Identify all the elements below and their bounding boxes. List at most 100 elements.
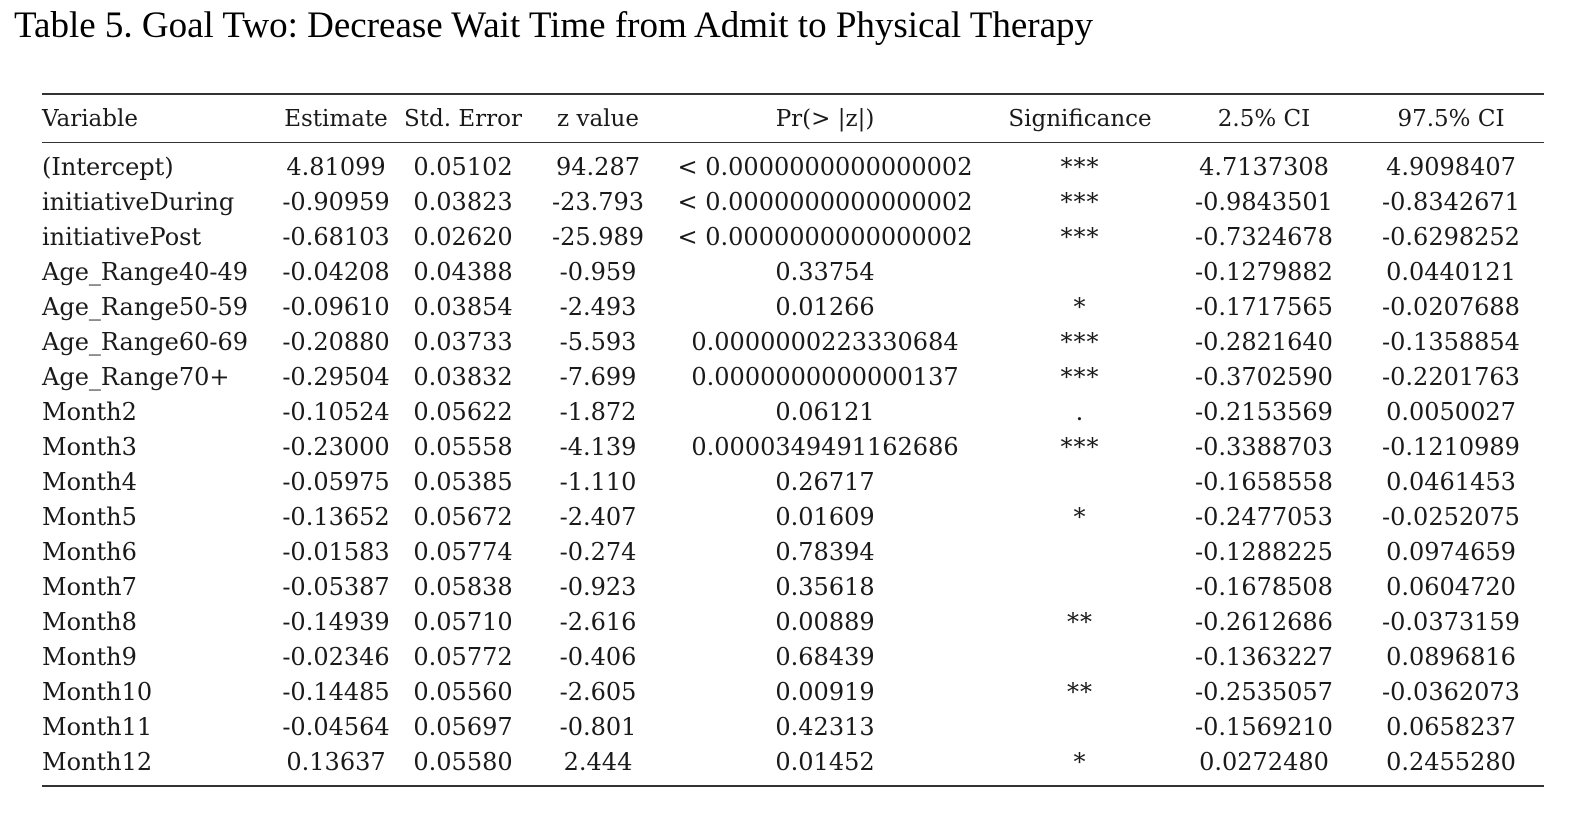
cell-ci-upper: -0.0373159 [1382,607,1520,636]
cell-z-value: -0.274 [559,537,637,566]
header-row: Variable Estimate Std. Error z value Pr(… [42,94,1544,143]
column-header-p-value: Pr(> |z|) [775,105,875,132]
cell-std-error: 0.05772 [413,642,513,671]
cell-estimate: -0.01583 [282,537,390,566]
cell-p-value: 0.01266 [775,292,875,321]
cell-significance: ** [1067,677,1093,706]
cell-variable: (Intercept) [42,152,174,181]
cell-estimate: -0.05387 [282,572,390,601]
table-row: Month4 -0.05975 0.05385 -1.110 0.26717 -0.165… [42,464,1544,499]
cell-variable: Month2 [42,397,137,426]
cell-significance [990,464,1170,499]
table-row: initiativePost -0.68103 0.02620 -25.989 < 0.… [42,219,1544,254]
cell-p-value: < 0.0000000000000002 [677,222,973,251]
cell-std-error: 0.03854 [413,292,513,321]
cell-significance [990,569,1170,604]
cell-significance: * [1073,502,1087,531]
table-row: (Intercept) 4.81099 0.05102 94.287 < 0.00000… [42,143,1544,185]
cell-std-error: 0.02620 [413,222,513,251]
cell-p-value: 0.42313 [775,712,875,741]
cell-p-value: 0.0000000223330684 [691,327,959,356]
cell-significance: *** [1060,327,1100,356]
cell-ci-upper: 0.2455280 [1386,747,1516,776]
cell-estimate: -0.02346 [282,642,390,671]
cell-ci-upper: -0.1358854 [1382,327,1520,356]
cell-p-value: 0.06121 [775,397,875,426]
cell-estimate: -0.20880 [282,327,390,356]
cell-ci-upper: -0.2201763 [1382,362,1520,391]
cell-estimate: 4.81099 [286,152,386,181]
cell-ci-lower: -0.1363227 [1195,642,1333,671]
cell-std-error: 0.05697 [413,712,513,741]
cell-significance [990,639,1170,674]
table-row: Month12 0.13637 0.05580 2.444 0.01452 * 0.0272… [42,744,1544,786]
cell-p-value: 0.00919 [775,677,875,706]
cell-estimate: -0.04564 [282,712,390,741]
cell-estimate: -0.90959 [282,187,390,216]
cell-variable: Month12 [42,747,153,776]
cell-z-value: -7.699 [559,362,637,391]
cell-p-value: 0.0000349491162686 [691,432,959,461]
cell-significance: *** [1060,222,1100,251]
cell-variable: Month10 [42,677,153,706]
cell-estimate: -0.68103 [282,222,390,251]
cell-ci-lower: -0.2821640 [1195,327,1333,356]
cell-estimate: -0.09610 [282,292,390,321]
cell-variable: Month9 [42,642,137,671]
table-row: Month7 -0.05387 0.05838 -0.923 0.35618 -0.167… [42,569,1544,604]
column-header-std-error: Std. Error [404,105,522,132]
cell-variable: Month6 [42,537,137,566]
cell-std-error: 0.05672 [413,502,513,531]
table-caption: Table 5. Goal Two: Decrease Wait Time fr… [14,5,1094,46]
regression-table-container: Variable Estimate Std. Error z value Pr(… [42,93,1544,787]
cell-ci-lower: -0.2612686 [1195,607,1333,636]
cell-std-error: 0.04388 [413,257,513,286]
cell-z-value: -0.801 [559,712,637,741]
cell-ci-upper: -0.6298252 [1382,222,1520,251]
table-row: initiativeDuring -0.90959 0.03823 -23.793 < … [42,184,1544,219]
cell-p-value: 0.01609 [775,502,875,531]
cell-p-value: 0.01452 [775,747,875,776]
cell-z-value: -23.793 [551,187,645,216]
cell-variable: Month7 [42,572,137,601]
cell-ci-upper: 0.0050027 [1386,397,1516,426]
table-body: (Intercept) 4.81099 0.05102 94.287 < 0.00000… [42,143,1544,786]
cell-z-value: -2.605 [559,677,637,706]
cell-std-error: 0.03832 [413,362,513,391]
cell-variable: initiativePost [42,222,202,251]
cell-z-value: -1.872 [559,397,637,426]
table-row: Month6 -0.01583 0.05774 -0.274 0.78394 -0.128… [42,534,1544,569]
table-row: Month3 -0.23000 0.05558 -4.139 0.00003494911… [42,429,1544,464]
column-header-ci-lower: 2.5% CI [1217,105,1311,132]
cell-ci-lower: -0.7324678 [1195,222,1333,251]
cell-p-value: 0.68439 [775,642,875,671]
cell-ci-upper: 0.0440121 [1386,257,1516,286]
table-row: Age_Range50-59 -0.09610 0.03854 -2.493 0.012… [42,289,1544,324]
cell-variable: Month4 [42,467,137,496]
cell-p-value: 0.00889 [775,607,875,636]
column-header-ci-upper: 97.5% CI [1397,105,1505,132]
cell-variable: Month5 [42,502,137,531]
cell-p-value: 0.35618 [775,572,875,601]
cell-ci-lower: -0.2535057 [1195,677,1333,706]
cell-estimate: -0.14485 [282,677,390,706]
cell-significance: *** [1060,432,1100,461]
cell-significance [990,534,1170,569]
cell-z-value: -2.407 [559,502,637,531]
cell-variable: Age_Range60-69 [42,327,249,356]
cell-z-value: 94.287 [556,152,640,181]
cell-ci-upper: 0.0974659 [1386,537,1516,566]
cell-ci-lower: -0.3702590 [1195,362,1333,391]
cell-ci-lower: -0.1678508 [1195,572,1333,601]
cell-variable: initiativeDuring [42,187,235,216]
column-header-variable: Variable [42,105,138,132]
cell-p-value: 0.26717 [775,467,875,496]
cell-p-value: 0.33754 [775,257,875,286]
cell-ci-upper: -0.0362073 [1382,677,1520,706]
cell-ci-lower: -0.2477053 [1195,502,1333,531]
cell-ci-upper: -0.0207688 [1382,292,1520,321]
cell-z-value: -0.406 [559,642,637,671]
cell-std-error: 0.05560 [413,677,513,706]
cell-p-value: 0.0000000000000137 [691,362,959,391]
cell-ci-lower: -0.2153569 [1195,397,1333,426]
